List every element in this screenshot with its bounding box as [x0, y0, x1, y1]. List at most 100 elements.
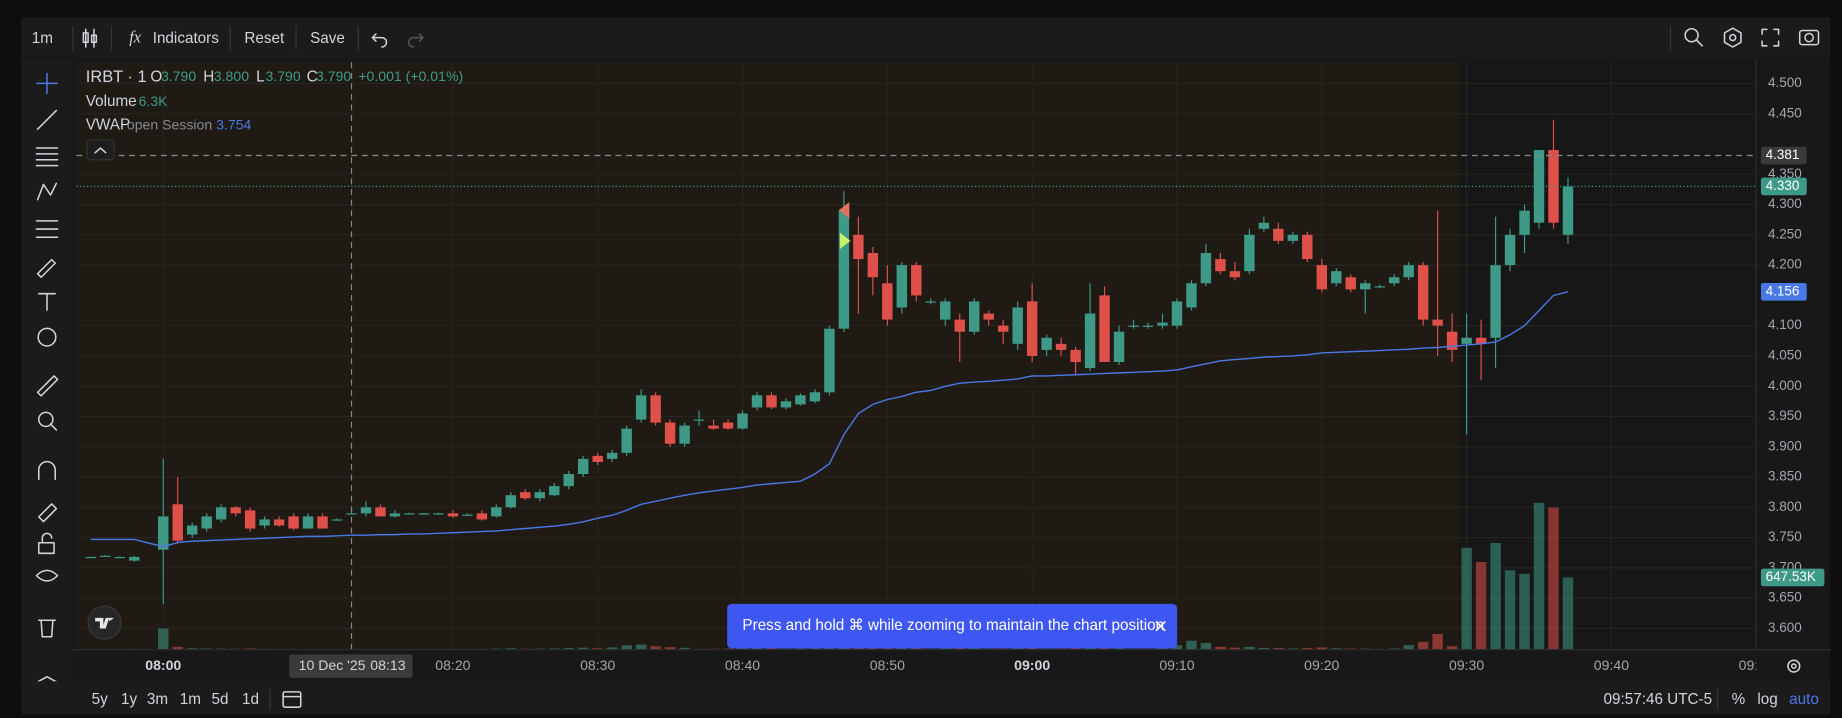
low-value: 3.790 [265, 68, 300, 84]
magnet-tool[interactable] [38, 460, 56, 481]
reset-button[interactable]: Reset [244, 30, 285, 47]
candle-body [635, 395, 647, 420]
candle-body [708, 425, 719, 429]
y-tick-label: 3.750 [1768, 529, 1802, 544]
log-toggle[interactable]: log [1757, 691, 1777, 708]
candle-body [549, 486, 560, 496]
candle-body [1157, 322, 1168, 326]
range-button[interactable]: 1d [242, 691, 259, 708]
auto-toggle[interactable]: auto [1789, 691, 1819, 708]
candle-body [114, 556, 126, 559]
redo-button[interactable] [408, 33, 424, 48]
forecast-tool[interactable] [35, 220, 59, 239]
range-button[interactable]: 1m [180, 691, 201, 708]
candle-body [201, 516, 212, 529]
settings-button[interactable] [1723, 27, 1742, 48]
candle-body [722, 422, 734, 429]
range-button[interactable]: 3m [147, 691, 168, 708]
bottom-bar-background [21, 681, 1831, 715]
volume-bar [896, 647, 908, 650]
candle-body [1273, 228, 1284, 241]
zoom-tool[interactable] [38, 411, 58, 431]
legend: IRBT · 1 O 3.790 H 3.800 L 3.790 C 3.790… [86, 68, 463, 161]
percent-toggle[interactable]: % [1732, 691, 1746, 708]
candle-body [621, 428, 632, 453]
save-button[interactable]: Save [310, 30, 345, 47]
candle-body [186, 525, 198, 535]
vwap-name[interactable]: VWAP [86, 117, 130, 134]
lock-tool[interactable] [38, 532, 55, 555]
volume-bar [186, 648, 198, 650]
candle-body [1041, 337, 1052, 350]
y-tick-label: 3.800 [1768, 499, 1802, 514]
vwap-line [90, 291, 1569, 548]
candle-body [824, 328, 835, 393]
undo-button[interactable] [371, 33, 388, 48]
indicators-icon[interactable]: fx [129, 28, 142, 47]
candle-body [505, 495, 517, 508]
volume-bar [1012, 648, 1023, 650]
ruler-tool[interactable] [36, 375, 59, 397]
price-tag: 4.330 [1766, 178, 1800, 193]
volume-bar [809, 648, 821, 650]
trend-line-tool[interactable] [36, 109, 58, 130]
candle-body [389, 513, 401, 517]
volume-bar [969, 648, 980, 650]
axis-labels: 4.500 4.450 4.350 4.300 4.250 4.200 4.100 4.050… [145, 75, 1802, 678]
candle-body [418, 513, 430, 515]
candle-body [809, 392, 821, 402]
chart-type-button[interactable] [82, 28, 98, 48]
toast-message: Press and hold ⌘ while zooming to mainta… [742, 617, 1164, 634]
crosshair-price-box [1760, 146, 1807, 165]
range-button[interactable]: 1y [121, 691, 137, 708]
toast-background [727, 603, 1178, 649]
candle-body [1026, 301, 1038, 356]
crosshair-tool[interactable] [36, 72, 58, 94]
toast-close[interactable] [1155, 620, 1166, 632]
axis-settings-button[interactable] [1787, 659, 1801, 673]
volume-bar [1403, 645, 1414, 650]
text-tool[interactable] [38, 292, 56, 311]
x-tick-label: 08:50 [870, 657, 905, 673]
search-button[interactable] [1684, 28, 1703, 47]
fullscreen-button[interactable] [1761, 28, 1780, 47]
collapse-legend-button[interactable] [86, 139, 115, 161]
symbol[interactable]: IRBT · 1 [86, 68, 147, 86]
date-range-button[interactable] [282, 691, 302, 708]
crosshair-time: 08:13 [370, 657, 405, 673]
candle-body [534, 492, 545, 499]
candle-body [1316, 265, 1328, 290]
candle-body [997, 325, 1009, 332]
candle-body [606, 452, 618, 459]
interval-button[interactable]: 1m [32, 30, 53, 47]
candle-body [1345, 277, 1356, 290]
candle-body [1446, 331, 1458, 350]
toolbar-background [21, 17, 1831, 58]
price-tag: 4.156 [1766, 283, 1800, 298]
candle-body [433, 513, 444, 515]
volume-bar [621, 645, 632, 650]
candle-body [158, 516, 169, 550]
crosshair [76, 62, 1757, 650]
candle-body [1287, 234, 1299, 241]
emoji-tool[interactable] [37, 327, 57, 347]
volume-bar [1446, 646, 1458, 650]
pattern-tool[interactable] [36, 182, 58, 201]
screenshot-button[interactable] [1798, 29, 1820, 46]
range-button[interactable]: 5y [92, 691, 108, 708]
vwap-params: open Session [127, 116, 212, 132]
visibility-tool[interactable] [35, 569, 59, 582]
brush-tool[interactable] [36, 258, 56, 279]
candle-body [85, 556, 97, 559]
y-tick-label: 4.050 [1768, 348, 1802, 363]
clock[interactable]: 09:57:46 UTC-5 [1604, 691, 1713, 708]
candle-body [1432, 319, 1443, 326]
indicators-button[interactable]: Indicators [153, 30, 220, 47]
volume-name[interactable]: Volume [86, 93, 137, 110]
volume-bar [1490, 543, 1501, 650]
delete-tool[interactable] [38, 619, 56, 638]
drawing-mode-tool[interactable] [38, 503, 58, 523]
fib-tool[interactable] [35, 147, 59, 167]
range-button[interactable]: 5d [211, 691, 228, 708]
